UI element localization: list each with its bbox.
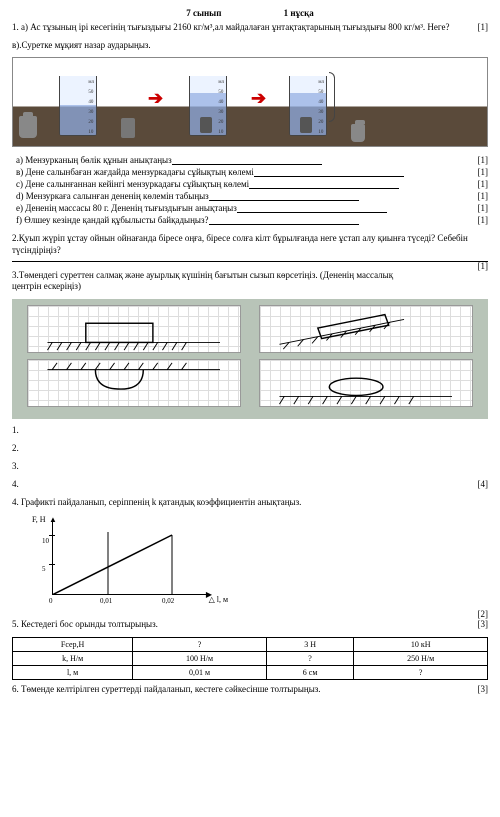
shape-4 xyxy=(259,359,472,407)
shape-3 xyxy=(27,359,240,407)
table-row: l, м0,01 м6 см? xyxy=(13,665,488,679)
q1-points: [1] xyxy=(478,22,489,34)
jug-left xyxy=(19,116,37,138)
question-6: 6. Төменде келтірілген суреттерді пайдал… xyxy=(12,684,488,696)
beaker-figure: мл 50 40 30 20 10 ➔ мл 50 40 30 20 xyxy=(12,57,488,147)
q1-sub-b: в) Дене салынбаған жағдайда мензуркадағы… xyxy=(16,167,488,177)
jug-right xyxy=(351,124,365,142)
shape-1 xyxy=(27,305,240,353)
xtick-2: 0,02 xyxy=(162,597,174,605)
arrow-icon: ➔ xyxy=(251,88,266,109)
beaker-left: мл 50 40 30 20 10 xyxy=(53,68,103,138)
object-left xyxy=(121,118,135,138)
q1b-text: в).Суретке мұқият назар аударыңыз. xyxy=(12,40,488,52)
grade-label: 7 сынып xyxy=(186,8,221,18)
q1-sub-a: а) Мензурканың бөлік құнын анықтаңыз[1] xyxy=(16,155,488,165)
q5-table: Fсер,Н?3 Н10 кН k, Н/м100 Н/м?250 Н/м l,… xyxy=(12,637,488,680)
question-5: 5. Кестедегі бос орынды толтырыңыз. [3] xyxy=(12,619,488,631)
answer-4: 4.[4] xyxy=(12,479,488,489)
answer-3: 3. xyxy=(12,461,488,471)
shape-2 xyxy=(259,305,472,353)
y-axis-label: F, H xyxy=(32,515,46,524)
q1-text: 1. а) Ас тұзының ірі кесегінің тығыздығы… xyxy=(12,22,450,32)
q4-points: [2] xyxy=(478,609,489,619)
ytick-10: 10 xyxy=(42,537,49,545)
x-axis-label: △ l, м xyxy=(209,595,228,604)
ml-label: мл xyxy=(88,78,94,88)
xtick-1: 0,01 xyxy=(100,597,112,605)
variant-label: 1 нұсқа xyxy=(284,8,314,18)
answer-2: 2. xyxy=(12,443,488,453)
graph-line xyxy=(52,519,202,595)
table-row: Fсер,Н?3 Н10 кН xyxy=(13,637,488,651)
question-4: 4. Графикті пайдаланып, серіппенің k қат… xyxy=(12,497,488,509)
table-row: k, Н/м100 Н/м?250 Н/м xyxy=(13,651,488,665)
ytick-5: 5 xyxy=(42,565,46,573)
q3-answers: 1. 2. 3. 4.[4] xyxy=(12,425,488,489)
question-2: 2.Қуып жүріп ұстау ойнын ойнағанда бірес… xyxy=(12,233,488,261)
siphon-tube xyxy=(329,72,335,122)
q1-sub-c: с) Дене салынғаннан кейінгі мензуркадағы… xyxy=(16,179,488,189)
question-1: 1. а) Ас тұзының ірі кесегінің тығыздығы… xyxy=(12,22,488,34)
q1-sub-e: е) Дененің массасы 80 г. Дененің тығызды… xyxy=(16,203,488,213)
question-3: 3.Төмендегі суреттен салмақ және ауырлық… xyxy=(12,270,488,293)
shapes-figure xyxy=(12,299,488,419)
beaker-right: мл 50 40 30 20 10 xyxy=(283,68,333,138)
answer-1: 1. xyxy=(12,425,488,435)
arrow-icon: ➔ xyxy=(148,88,163,109)
origin: 0 xyxy=(49,597,53,605)
beaker-mid: мл 50 40 30 20 10 xyxy=(183,68,233,138)
q1-sub-d: d) Мензуркаға салынған дененің көлемін т… xyxy=(16,191,488,201)
worksheet-header: 7 сынып 1 нұсқа xyxy=(12,8,488,18)
spring-graph: F, H ▲ ▶ 10 5 0,01 0,02 0 △ l, м xyxy=(32,515,212,605)
q1-sub-f: f) Өлшеу кезінде қандай құбылысты байқад… xyxy=(16,215,488,225)
